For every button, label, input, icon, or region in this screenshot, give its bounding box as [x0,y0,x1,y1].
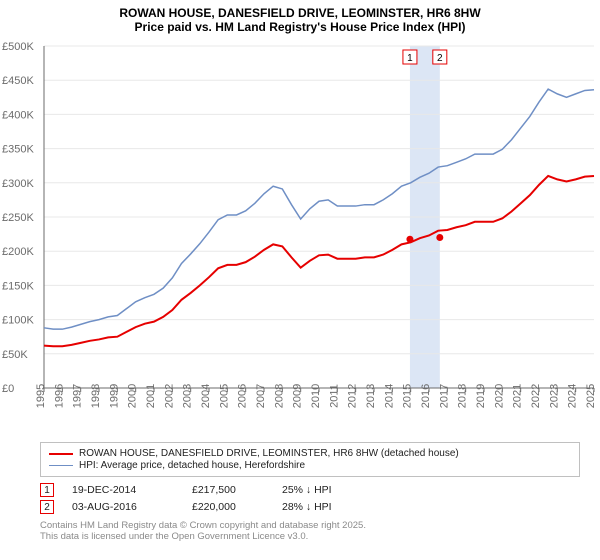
svg-text:2011: 2011 [328,384,340,408]
title-block: ROWAN HOUSE, DANESFIELD DRIVE, LEOMINSTE… [0,0,600,38]
svg-text:£150K: £150K [2,280,34,292]
legend-label-2: HPI: Average price, detached house, Here… [79,460,305,471]
transactions-table: 1 19-DEC-2014 £217,500 25% ↓ HPI 2 03-AU… [40,483,580,514]
transaction-marker-2: 2 [40,500,54,514]
transaction-hpi-2: 28% ↓ HPI [282,501,372,513]
title-line-1: ROWAN HOUSE, DANESFIELD DRIVE, LEOMINSTE… [0,6,600,20]
transaction-marker-1: 1 [40,483,54,497]
svg-text:2000: 2000 [127,384,139,408]
svg-text:1998: 1998 [90,384,102,408]
footer-line-2: This data is licensed under the Open Gov… [40,531,580,542]
transaction-row-1: 1 19-DEC-2014 £217,500 25% ↓ HPI [40,483,580,497]
svg-text:2003: 2003 [182,384,194,408]
svg-text:1999: 1999 [108,384,120,408]
svg-text:2010: 2010 [310,384,322,408]
svg-text:2013: 2013 [365,384,377,408]
transaction-row-2: 2 03-AUG-2016 £220,000 28% ↓ HPI [40,500,580,514]
transaction-date-2: 03-AUG-2016 [72,501,192,513]
svg-text:£200K: £200K [2,246,34,258]
svg-text:1: 1 [407,53,413,64]
svg-text:£250K: £250K [2,212,34,224]
svg-text:2004: 2004 [200,384,212,408]
svg-text:2020: 2020 [493,384,505,408]
svg-text:2001: 2001 [145,384,157,408]
svg-text:2023: 2023 [548,384,560,408]
legend-swatch-1 [49,453,73,455]
legend-row-1: ROWAN HOUSE, DANESFIELD DRIVE, LEOMINSTE… [49,448,571,459]
svg-text:2017: 2017 [438,384,450,408]
svg-text:2006: 2006 [237,384,249,408]
svg-text:1995: 1995 [35,384,47,408]
svg-text:2022: 2022 [530,384,542,408]
svg-text:2: 2 [437,53,443,64]
legend-box: ROWAN HOUSE, DANESFIELD DRIVE, LEOMINSTE… [40,442,580,477]
svg-text:£400K: £400K [2,109,34,121]
svg-text:2007: 2007 [255,384,267,408]
svg-text:2025: 2025 [585,384,597,408]
svg-text:£100K: £100K [2,315,34,327]
svg-text:2008: 2008 [273,384,285,408]
transaction-price-1: £217,500 [192,484,282,496]
svg-text:2002: 2002 [163,384,175,408]
legend-label-1: ROWAN HOUSE, DANESFIELD DRIVE, LEOMINSTE… [79,448,459,459]
footer-line-1: Contains HM Land Registry data © Crown c… [40,520,580,531]
legend-swatch-2 [49,465,73,466]
svg-text:2005: 2005 [218,384,230,408]
transaction-price-2: £220,000 [192,501,282,513]
title-line-2: Price paid vs. HM Land Registry's House … [0,20,600,34]
svg-text:1996: 1996 [53,384,65,408]
svg-text:1997: 1997 [72,384,84,408]
footer: Contains HM Land Registry data © Crown c… [40,520,580,542]
svg-text:2012: 2012 [347,384,359,408]
svg-text:2016: 2016 [420,384,432,408]
svg-text:£50K: £50K [2,349,28,361]
transaction-date-1: 19-DEC-2014 [72,484,192,496]
svg-text:£300K: £300K [2,178,34,190]
legend-row-2: HPI: Average price, detached house, Here… [49,460,571,471]
svg-text:£0: £0 [2,383,14,395]
svg-text:2019: 2019 [475,384,487,408]
svg-text:2021: 2021 [512,384,524,408]
svg-text:£500K: £500K [2,41,34,53]
svg-text:2024: 2024 [567,384,579,408]
svg-text:£450K: £450K [2,75,34,87]
svg-text:2018: 2018 [457,384,469,408]
chart-container: ROWAN HOUSE, DANESFIELD DRIVE, LEOMINSTE… [0,0,600,560]
svg-text:2015: 2015 [402,384,414,408]
svg-text:£350K: £350K [2,144,34,156]
chart-svg: £0 £50K £100K £150K £200K £250K £300K £350K £400… [0,38,600,438]
svg-text:2009: 2009 [292,384,304,408]
svg-text:2014: 2014 [383,384,395,408]
chart-area: £0 £50K £100K £150K £200K £250K £300K £350K £400… [0,38,600,438]
transaction-hpi-1: 25% ↓ HPI [282,484,372,496]
